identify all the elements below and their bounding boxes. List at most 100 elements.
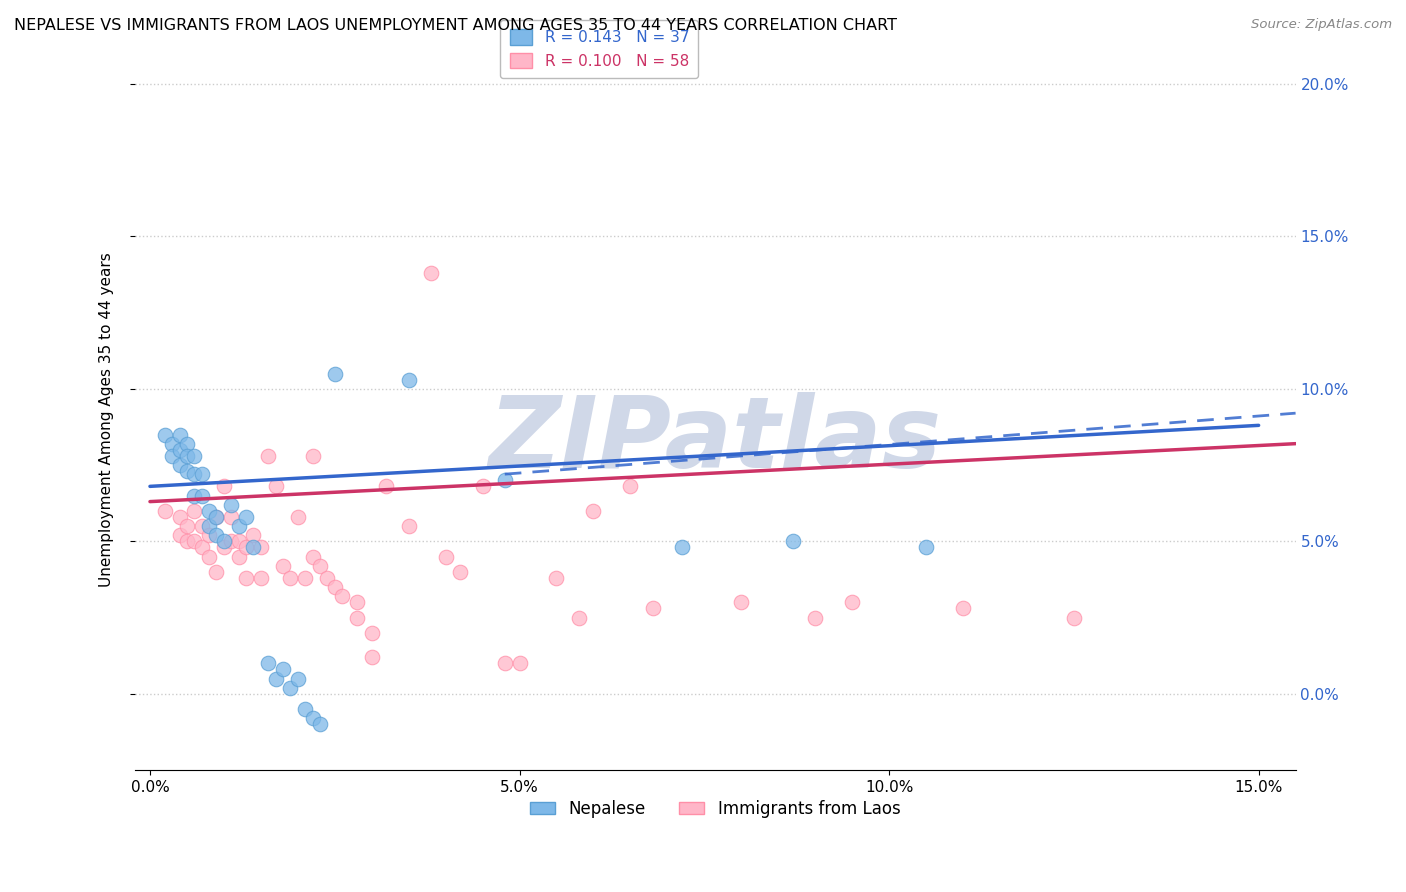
Point: [294, 571, 316, 585]
Point: [641, 601, 664, 615]
Point: [169, 458, 191, 472]
Point: [257, 449, 280, 463]
Point: [309, 558, 332, 573]
Point: [183, 534, 205, 549]
Point: [346, 610, 368, 624]
Point: [449, 565, 471, 579]
Text: Source: ZipAtlas.com: Source: ZipAtlas.com: [1251, 18, 1392, 31]
Point: [176, 519, 198, 533]
Point: [494, 657, 516, 671]
Point: [360, 650, 382, 665]
Point: [235, 541, 257, 555]
Point: [264, 672, 287, 686]
Point: [398, 373, 420, 387]
Point: [271, 558, 294, 573]
Point: [212, 534, 235, 549]
Point: [323, 580, 346, 594]
Point: [183, 489, 205, 503]
Point: [198, 519, 221, 533]
Point: [568, 610, 591, 624]
Point: [169, 509, 191, 524]
Point: [346, 595, 368, 609]
Point: [257, 657, 280, 671]
Point: [301, 549, 323, 564]
Point: [198, 504, 221, 518]
Point: [250, 571, 273, 585]
Point: [198, 549, 221, 564]
Point: [471, 479, 494, 493]
Point: [242, 528, 264, 542]
Point: [915, 541, 938, 555]
Point: [264, 479, 287, 493]
Point: [228, 534, 250, 549]
Text: NEPALESE VS IMMIGRANTS FROM LAOS UNEMPLOYMENT AMONG AGES 35 TO 44 YEARS CORRELAT: NEPALESE VS IMMIGRANTS FROM LAOS UNEMPLO…: [14, 18, 897, 33]
Point: [287, 509, 309, 524]
Point: [271, 662, 294, 676]
Point: [183, 449, 205, 463]
Point: [360, 625, 382, 640]
Point: [176, 534, 198, 549]
Point: [323, 367, 346, 381]
Point: [280, 571, 302, 585]
Point: [301, 711, 323, 725]
Point: [190, 541, 212, 555]
Text: ZIPatlas: ZIPatlas: [489, 392, 942, 489]
Point: [419, 266, 441, 280]
Point: [398, 519, 420, 533]
Point: [219, 498, 242, 512]
Point: [198, 528, 221, 542]
Point: [160, 436, 183, 450]
Point: [235, 571, 257, 585]
Point: [205, 509, 228, 524]
Point: [190, 489, 212, 503]
Point: [619, 479, 641, 493]
Point: [183, 504, 205, 518]
Point: [219, 509, 242, 524]
Y-axis label: Unemployment Among Ages 35 to 44 years: Unemployment Among Ages 35 to 44 years: [100, 252, 114, 587]
Point: [375, 479, 398, 493]
Point: [952, 601, 974, 615]
Point: [176, 449, 198, 463]
Point: [250, 541, 273, 555]
Point: [434, 549, 457, 564]
Point: [841, 595, 863, 609]
Point: [176, 436, 198, 450]
Point: [169, 528, 191, 542]
Point: [804, 610, 827, 624]
Point: [190, 467, 212, 482]
Legend: Nepalese, Immigrants from Laos: Nepalese, Immigrants from Laos: [523, 794, 907, 825]
Point: [160, 449, 183, 463]
Point: [1063, 610, 1085, 624]
Point: [153, 427, 176, 442]
Point: [228, 519, 250, 533]
Point: [212, 479, 235, 493]
Point: [190, 519, 212, 533]
Point: [176, 464, 198, 478]
Point: [730, 595, 752, 609]
Point: [330, 589, 353, 603]
Point: [494, 473, 516, 487]
Point: [582, 504, 605, 518]
Point: [183, 467, 205, 482]
Point: [301, 449, 323, 463]
Point: [287, 672, 309, 686]
Point: [169, 442, 191, 457]
Point: [309, 717, 332, 731]
Point: [280, 681, 302, 695]
Point: [205, 509, 228, 524]
Point: [169, 427, 191, 442]
Point: [546, 571, 568, 585]
Point: [205, 528, 228, 542]
Point: [153, 504, 176, 518]
Point: [316, 571, 339, 585]
Point: [242, 541, 264, 555]
Point: [212, 541, 235, 555]
Point: [509, 657, 531, 671]
Point: [294, 702, 316, 716]
Point: [235, 509, 257, 524]
Point: [228, 549, 250, 564]
Point: [219, 534, 242, 549]
Point: [671, 541, 693, 555]
Point: [205, 565, 228, 579]
Point: [782, 534, 804, 549]
